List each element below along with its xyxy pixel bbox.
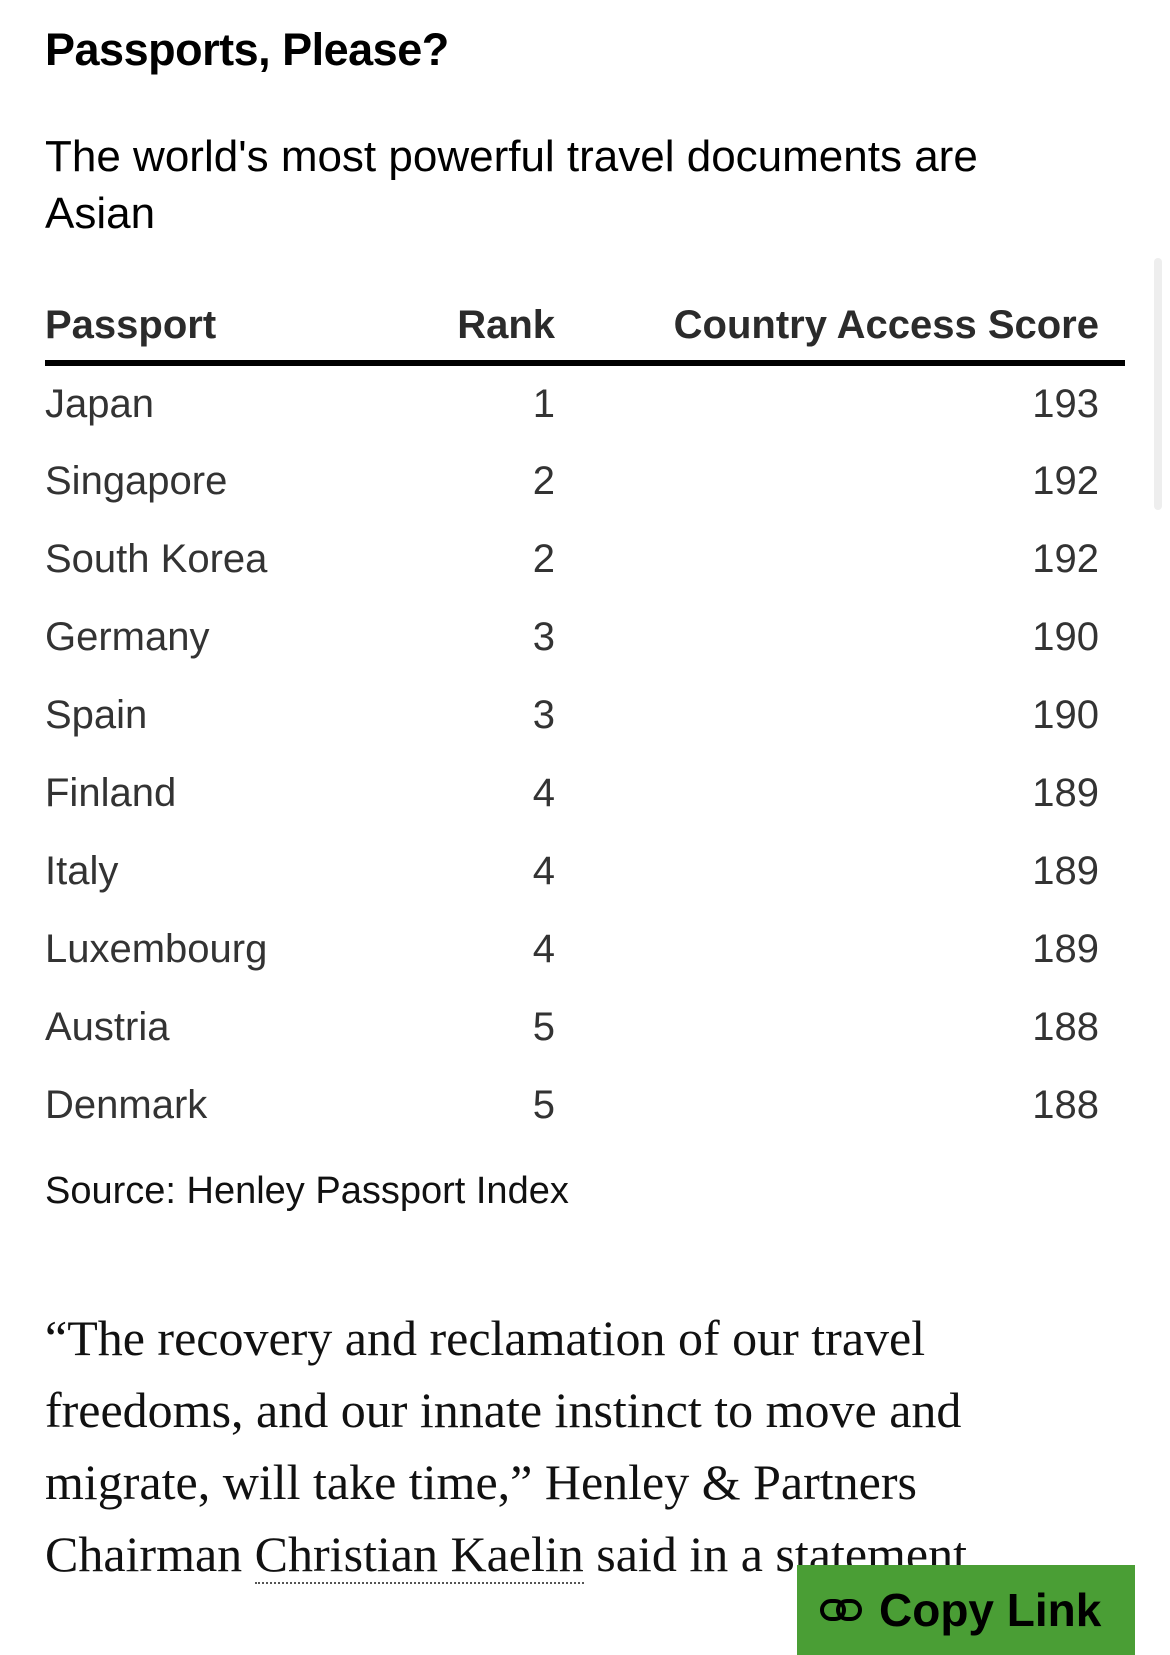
cell-score: 192 — [1032, 536, 1099, 581]
cell-rank: 5 — [532, 1082, 555, 1127]
link-icon — [820, 1599, 862, 1621]
table-row: Finland 4 189 — [45, 754, 1125, 832]
cell-rank: 2 — [532, 536, 555, 581]
copy-link-button[interactable]: Copy Link — [797, 1565, 1135, 1655]
cell-rank: 2 — [532, 458, 555, 503]
cell-passport: Austria — [45, 1004, 170, 1049]
table-row: Austria 5 188 — [45, 988, 1125, 1066]
cell-passport: South Korea — [45, 536, 268, 581]
table-row: Italy 4 189 — [45, 832, 1125, 910]
table-scrollbar[interactable] — [1154, 258, 1162, 510]
table-header-row: Passport Rank Country Access Score — [45, 290, 1125, 366]
table-row: Japan 1 193 — [45, 363, 1125, 442]
table-title: Passports, Please? — [45, 24, 449, 75]
cell-passport: Japan — [45, 381, 154, 426]
cell-rank: 3 — [532, 614, 555, 659]
cell-score: 189 — [1032, 848, 1099, 893]
table-row: Spain 3 190 — [45, 676, 1125, 754]
passport-table: Passport Rank Country Access Score Japan… — [45, 290, 1125, 1144]
cell-passport: Luxembourg — [45, 926, 268, 971]
column-header-passport[interactable]: Passport — [45, 290, 425, 366]
cell-rank: 4 — [532, 770, 555, 815]
column-header-rank[interactable]: Rank — [425, 290, 555, 366]
table-subtitle: The world's most powerful travel documen… — [45, 132, 978, 238]
cell-passport: Spain — [45, 692, 148, 737]
cell-score: 188 — [1032, 1004, 1099, 1049]
cell-score: 190 — [1032, 614, 1099, 659]
cell-score: 193 — [1032, 381, 1099, 426]
person-link[interactable]: Christian Kaelin — [254, 1526, 584, 1584]
table-row: Germany 3 190 — [45, 598, 1125, 676]
cell-rank: 3 — [532, 692, 555, 737]
copy-link-label: Copy Link — [879, 1584, 1102, 1636]
cell-passport: Italy — [45, 848, 119, 893]
table-row: South Korea 2 192 — [45, 520, 1125, 598]
source-note: Source: Henley Passport Index — [45, 1170, 569, 1212]
cell-score: 189 — [1032, 770, 1099, 815]
cell-score: 188 — [1032, 1082, 1099, 1127]
cell-score: 189 — [1032, 926, 1099, 971]
cell-passport: Germany — [45, 614, 210, 659]
cell-rank: 5 — [532, 1004, 555, 1049]
cell-score: 192 — [1032, 458, 1099, 503]
cell-passport: Singapore — [45, 458, 228, 503]
cell-score: 190 — [1032, 692, 1099, 737]
table-row: Singapore 2 192 — [45, 442, 1125, 520]
cell-passport: Finland — [45, 770, 177, 815]
cell-passport: Denmark — [45, 1082, 208, 1127]
cell-rank: 4 — [532, 926, 555, 971]
cell-rank: 4 — [532, 848, 555, 893]
table-row: Denmark 5 188 — [45, 1066, 1125, 1144]
article-paragraph: “The recovery and reclamation of our tra… — [45, 1302, 1105, 1590]
table-row: Luxembourg 4 189 — [45, 910, 1125, 988]
quote-text-before: “The recovery and reclamation of our tra… — [45, 1310, 962, 1582]
cell-rank: 1 — [532, 381, 555, 426]
column-header-score[interactable]: Country Access Score — [555, 290, 1125, 366]
